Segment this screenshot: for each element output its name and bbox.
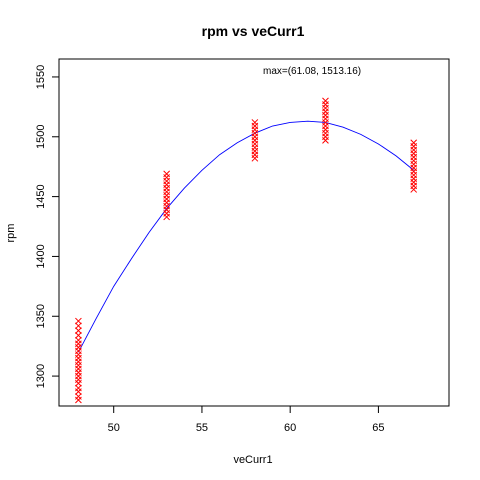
y-axis: 1300 1350 1400 1450 1500 1550 <box>35 65 59 388</box>
fit-curve-layer <box>78 120 414 353</box>
x-axis: 50 55 60 65 <box>108 406 385 434</box>
data-point <box>410 139 418 147</box>
x-tick-label: 55 <box>196 422 208 434</box>
x-tick-label: 65 <box>372 422 384 434</box>
x-axis-label: veCurr1 <box>233 454 272 466</box>
y-tick-label: 1450 <box>35 184 47 208</box>
data-point <box>251 119 259 126</box>
x-tick-label: 60 <box>284 422 296 434</box>
data-point <box>75 336 82 344</box>
data-point <box>163 170 171 178</box>
data-point <box>322 97 329 105</box>
x-tick-label: 50 <box>108 422 120 434</box>
data-point <box>75 322 82 330</box>
max-annotation: max=(61.08, 1513.16) <box>263 66 361 77</box>
y-tick-label: 1350 <box>35 304 47 328</box>
y-tick-label: 1300 <box>35 364 47 388</box>
data-point <box>75 332 82 339</box>
y-tick-label: 1550 <box>35 65 47 89</box>
y-axis-label: rpm <box>5 224 17 243</box>
data-point <box>75 327 82 334</box>
data-point <box>75 384 82 392</box>
data-point <box>75 317 82 325</box>
fit-curve <box>78 120 414 353</box>
chart-title: rpm vs veCurr1 <box>202 23 305 39</box>
data-point <box>75 393 82 400</box>
plot-frame <box>58 58 450 407</box>
y-tick-label: 1500 <box>35 125 47 149</box>
points-layer <box>75 97 418 404</box>
y-tick-label: 1400 <box>35 244 47 268</box>
